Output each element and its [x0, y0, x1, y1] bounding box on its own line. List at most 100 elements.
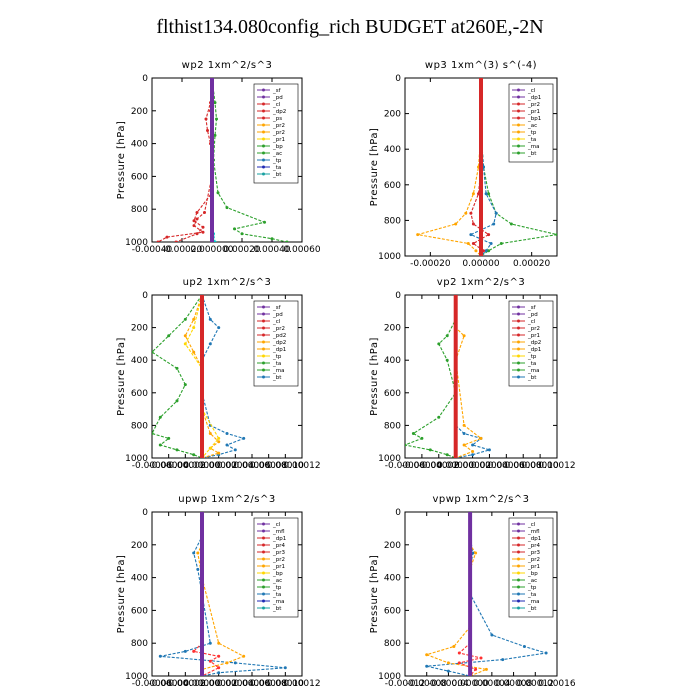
legend-marker	[262, 137, 265, 141]
plot-area	[424, 512, 548, 676]
legend-marker	[262, 151, 265, 155]
data-point	[217, 436, 221, 440]
data-point	[192, 453, 196, 457]
data-point	[425, 653, 429, 657]
y-tick-label: 200	[131, 107, 148, 117]
data-point	[416, 233, 420, 237]
x-tick-label: -0.00002	[419, 461, 459, 471]
data-point	[471, 453, 475, 457]
data-point	[233, 661, 237, 665]
y-tick-label: 400	[384, 356, 401, 366]
panel-title: up2 1xm^2/s^3	[183, 277, 272, 288]
data-point	[452, 645, 456, 648]
y-axis-label: Pressure [hPa]	[116, 555, 127, 634]
y-tick-label: 200	[384, 541, 401, 551]
y-tick-label: 0	[395, 74, 401, 84]
x-tick-label: 0.00000	[183, 679, 220, 689]
data-point	[201, 230, 205, 234]
data-point	[217, 451, 221, 455]
legend-label: _cl	[527, 522, 536, 528]
data-point	[405, 443, 407, 447]
legend-marker	[262, 95, 265, 99]
y-axis-label: Pressure [hPa]	[116, 337, 127, 416]
data-point	[183, 383, 187, 387]
y-tick-label: 600	[384, 389, 401, 399]
legend-label: _pr1	[527, 564, 540, 570]
legend-marker	[517, 116, 520, 120]
data-point	[462, 443, 466, 447]
data-point	[285, 240, 289, 242]
data-point	[217, 654, 221, 658]
y-tick-label: 1000	[378, 252, 401, 262]
legend-label: _dp1	[272, 536, 286, 542]
data-point	[457, 651, 461, 655]
data-point	[203, 211, 206, 214]
x-tick-label: -0.00004	[428, 679, 469, 689]
x-tick-label: -0.00004	[148, 679, 189, 689]
legend-marker	[517, 326, 520, 330]
data-point	[462, 334, 466, 338]
y-tick-label: 1000	[125, 672, 148, 682]
data-point	[183, 649, 187, 653]
legend-label: _tp	[527, 130, 537, 136]
data-point	[208, 446, 212, 450]
legend-marker	[517, 305, 520, 309]
legend-label: _dp2	[272, 340, 286, 346]
legend-label: _pd	[272, 95, 283, 101]
data-point	[217, 440, 221, 444]
legend-marker	[517, 550, 520, 554]
x-tick-label: -0.00004	[148, 461, 189, 471]
plot-frame	[151, 511, 303, 677]
y-tick-label: 400	[131, 356, 148, 366]
legend-label: _pr2	[272, 557, 285, 563]
data-point	[263, 220, 266, 224]
y-tick-label: 400	[131, 140, 148, 150]
data-point	[501, 658, 505, 662]
legend-label: _ma	[272, 599, 284, 605]
data-point	[471, 242, 475, 245]
legend-label: _pr3	[272, 550, 286, 556]
legend-label: _sf	[272, 88, 282, 94]
x-tick-label: 0.00000	[462, 259, 499, 269]
data-point	[544, 651, 548, 655]
legend-label: _pd	[527, 312, 538, 318]
plot-frame	[404, 511, 558, 677]
legend-marker	[517, 606, 520, 610]
data-point	[213, 133, 217, 137]
y-tick-label: 200	[384, 110, 401, 120]
data-point	[445, 453, 449, 457]
legend-label: _ta	[527, 361, 536, 367]
series-line-tp	[455, 295, 492, 458]
y-tick-label: 1000	[378, 672, 401, 682]
legend-label: _ps	[272, 116, 282, 122]
data-point	[471, 192, 475, 196]
legend-label: _pd	[272, 312, 283, 318]
data-point	[216, 191, 220, 195]
series-line-pr2	[455, 295, 483, 458]
data-point	[437, 342, 441, 346]
x-tick-label: -0.00006	[132, 461, 173, 471]
x-tick-label: 0.00010	[267, 679, 304, 689]
legend-marker	[517, 130, 520, 134]
legend-label: _cl	[272, 319, 281, 325]
data-point	[270, 237, 274, 241]
panel-6: vpwp 1xm^2/s^3 Pressure [hPa] 0 200 400 600 80…	[369, 494, 576, 689]
data-point	[242, 436, 246, 440]
legend-marker	[517, 564, 520, 568]
data-point	[487, 249, 491, 253]
legend-marker	[517, 536, 520, 540]
legend-marker	[517, 543, 520, 547]
plot-area	[405, 295, 492, 458]
legend-marker	[262, 116, 265, 120]
x-tick-label: 0.00016	[538, 679, 575, 689]
legend-marker	[262, 319, 265, 323]
data-point	[425, 664, 429, 668]
x-tick-label: -0.00006	[132, 679, 173, 689]
legend-marker	[517, 599, 520, 603]
legend-label: _ta	[272, 361, 281, 367]
legend-marker	[262, 550, 265, 554]
data-point	[462, 432, 466, 435]
x-tick-label: -0.00020	[162, 245, 203, 255]
legend-marker	[262, 158, 265, 162]
data-point	[192, 224, 196, 228]
